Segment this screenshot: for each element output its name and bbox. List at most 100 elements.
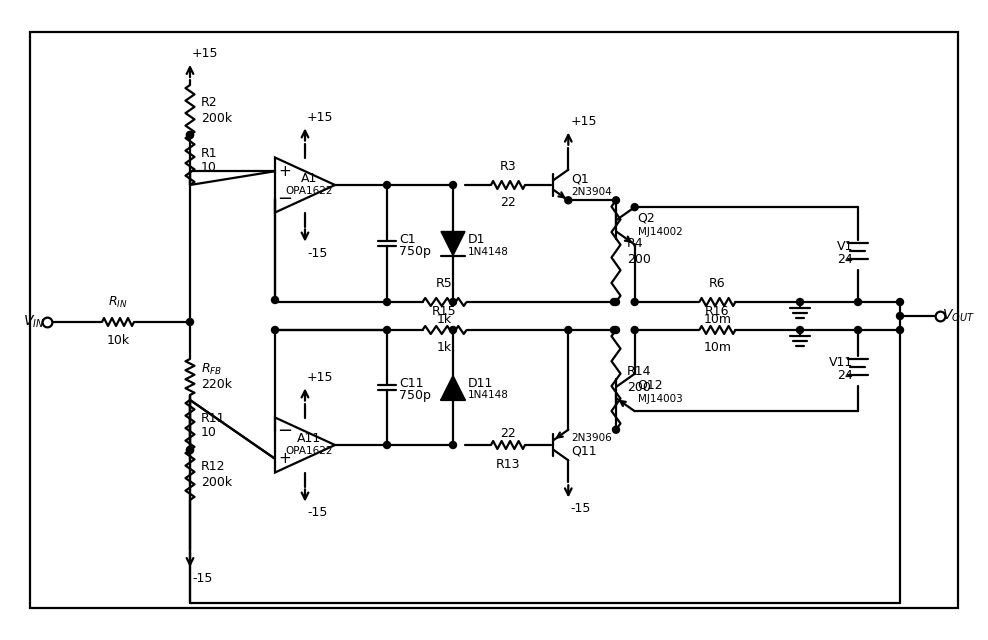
Circle shape	[613, 298, 619, 305]
Text: A11: A11	[296, 431, 321, 445]
Text: 24: 24	[837, 253, 853, 266]
Circle shape	[565, 326, 572, 333]
Circle shape	[796, 298, 803, 305]
Circle shape	[896, 298, 903, 305]
Text: +15: +15	[192, 47, 218, 60]
Text: R6: R6	[709, 277, 725, 290]
Text: 200: 200	[627, 381, 651, 394]
Text: 10: 10	[201, 161, 217, 173]
Circle shape	[613, 326, 619, 333]
Text: C11: C11	[399, 377, 424, 390]
Circle shape	[896, 326, 903, 333]
Circle shape	[450, 298, 456, 305]
Text: 10m: 10m	[703, 341, 731, 354]
Text: R5: R5	[436, 277, 453, 290]
Circle shape	[383, 182, 390, 189]
Polygon shape	[441, 232, 465, 255]
Text: C1: C1	[399, 233, 416, 246]
Text: +15: +15	[307, 111, 334, 124]
Text: 1N4148: 1N4148	[468, 246, 509, 257]
Text: −: −	[278, 422, 292, 440]
Polygon shape	[441, 376, 465, 399]
Circle shape	[611, 298, 618, 305]
Circle shape	[187, 447, 194, 454]
Text: R13: R13	[496, 458, 521, 471]
Circle shape	[383, 442, 390, 449]
Circle shape	[187, 319, 194, 326]
Text: A1: A1	[300, 172, 317, 184]
Text: 200k: 200k	[201, 477, 232, 490]
Text: D11: D11	[468, 377, 493, 390]
Text: $R_{FB}$: $R_{FB}$	[201, 362, 222, 376]
Circle shape	[187, 131, 194, 138]
Text: V1: V1	[837, 240, 853, 253]
Text: 750p: 750p	[399, 389, 431, 402]
Text: 200: 200	[627, 253, 651, 266]
Text: OPA1622: OPA1622	[286, 446, 333, 456]
Text: R2: R2	[201, 95, 217, 109]
Text: +15: +15	[307, 371, 334, 383]
Circle shape	[383, 298, 390, 305]
Text: $R_{IN}$: $R_{IN}$	[109, 295, 127, 310]
Circle shape	[565, 197, 572, 204]
Text: 200k: 200k	[201, 111, 232, 125]
Text: V11: V11	[829, 356, 853, 369]
Text: R15: R15	[432, 305, 456, 318]
Text: MJ14002: MJ14002	[637, 227, 683, 237]
Text: R11: R11	[201, 412, 225, 424]
Circle shape	[796, 326, 803, 333]
Text: +: +	[279, 164, 291, 179]
Text: 750p: 750p	[399, 245, 431, 258]
Text: +: +	[279, 451, 291, 467]
Circle shape	[631, 326, 638, 333]
Circle shape	[896, 312, 903, 319]
Circle shape	[613, 426, 619, 433]
Text: Q2: Q2	[637, 211, 655, 225]
Text: R12: R12	[201, 461, 225, 474]
Circle shape	[272, 326, 279, 333]
Circle shape	[272, 296, 279, 303]
Text: Q12: Q12	[637, 378, 663, 391]
Text: 1N4148: 1N4148	[468, 390, 509, 401]
Text: $V_{OUT}$: $V_{OUT}$	[942, 308, 975, 324]
Circle shape	[855, 326, 862, 333]
Text: 22: 22	[500, 196, 516, 209]
Circle shape	[631, 298, 638, 305]
Text: 24: 24	[837, 369, 853, 382]
Text: 10: 10	[201, 426, 217, 438]
Text: 10k: 10k	[107, 334, 129, 347]
Text: 2N3904: 2N3904	[571, 187, 612, 197]
Circle shape	[855, 298, 862, 305]
Circle shape	[450, 182, 456, 189]
Text: R14: R14	[627, 365, 651, 378]
Text: 220k: 220k	[201, 378, 232, 392]
Text: 1k: 1k	[437, 313, 453, 326]
Circle shape	[450, 442, 456, 449]
Text: R16: R16	[705, 305, 729, 318]
Circle shape	[187, 131, 194, 138]
Text: -15: -15	[307, 506, 327, 520]
Text: MJ14003: MJ14003	[637, 394, 683, 403]
Text: 1k: 1k	[437, 341, 453, 354]
Text: -15: -15	[570, 502, 591, 515]
Text: 2N3906: 2N3906	[571, 433, 612, 443]
Circle shape	[383, 326, 390, 333]
Circle shape	[187, 447, 194, 454]
Text: -15: -15	[307, 246, 327, 259]
Text: Q11: Q11	[571, 445, 597, 458]
Text: 10m: 10m	[703, 313, 731, 326]
Text: −: −	[278, 189, 292, 208]
Text: 22: 22	[500, 427, 516, 440]
Text: -15: -15	[192, 572, 212, 585]
Text: Q1: Q1	[571, 173, 589, 186]
Text: R3: R3	[500, 160, 517, 173]
Text: R1: R1	[201, 147, 217, 159]
Text: OPA1622: OPA1622	[286, 186, 333, 196]
Circle shape	[450, 326, 456, 333]
Text: D1: D1	[468, 233, 485, 246]
Text: $V_{IN}$: $V_{IN}$	[23, 314, 44, 330]
Circle shape	[631, 204, 638, 211]
Text: R4: R4	[627, 237, 643, 250]
Text: +15: +15	[570, 115, 597, 128]
Circle shape	[611, 326, 618, 333]
